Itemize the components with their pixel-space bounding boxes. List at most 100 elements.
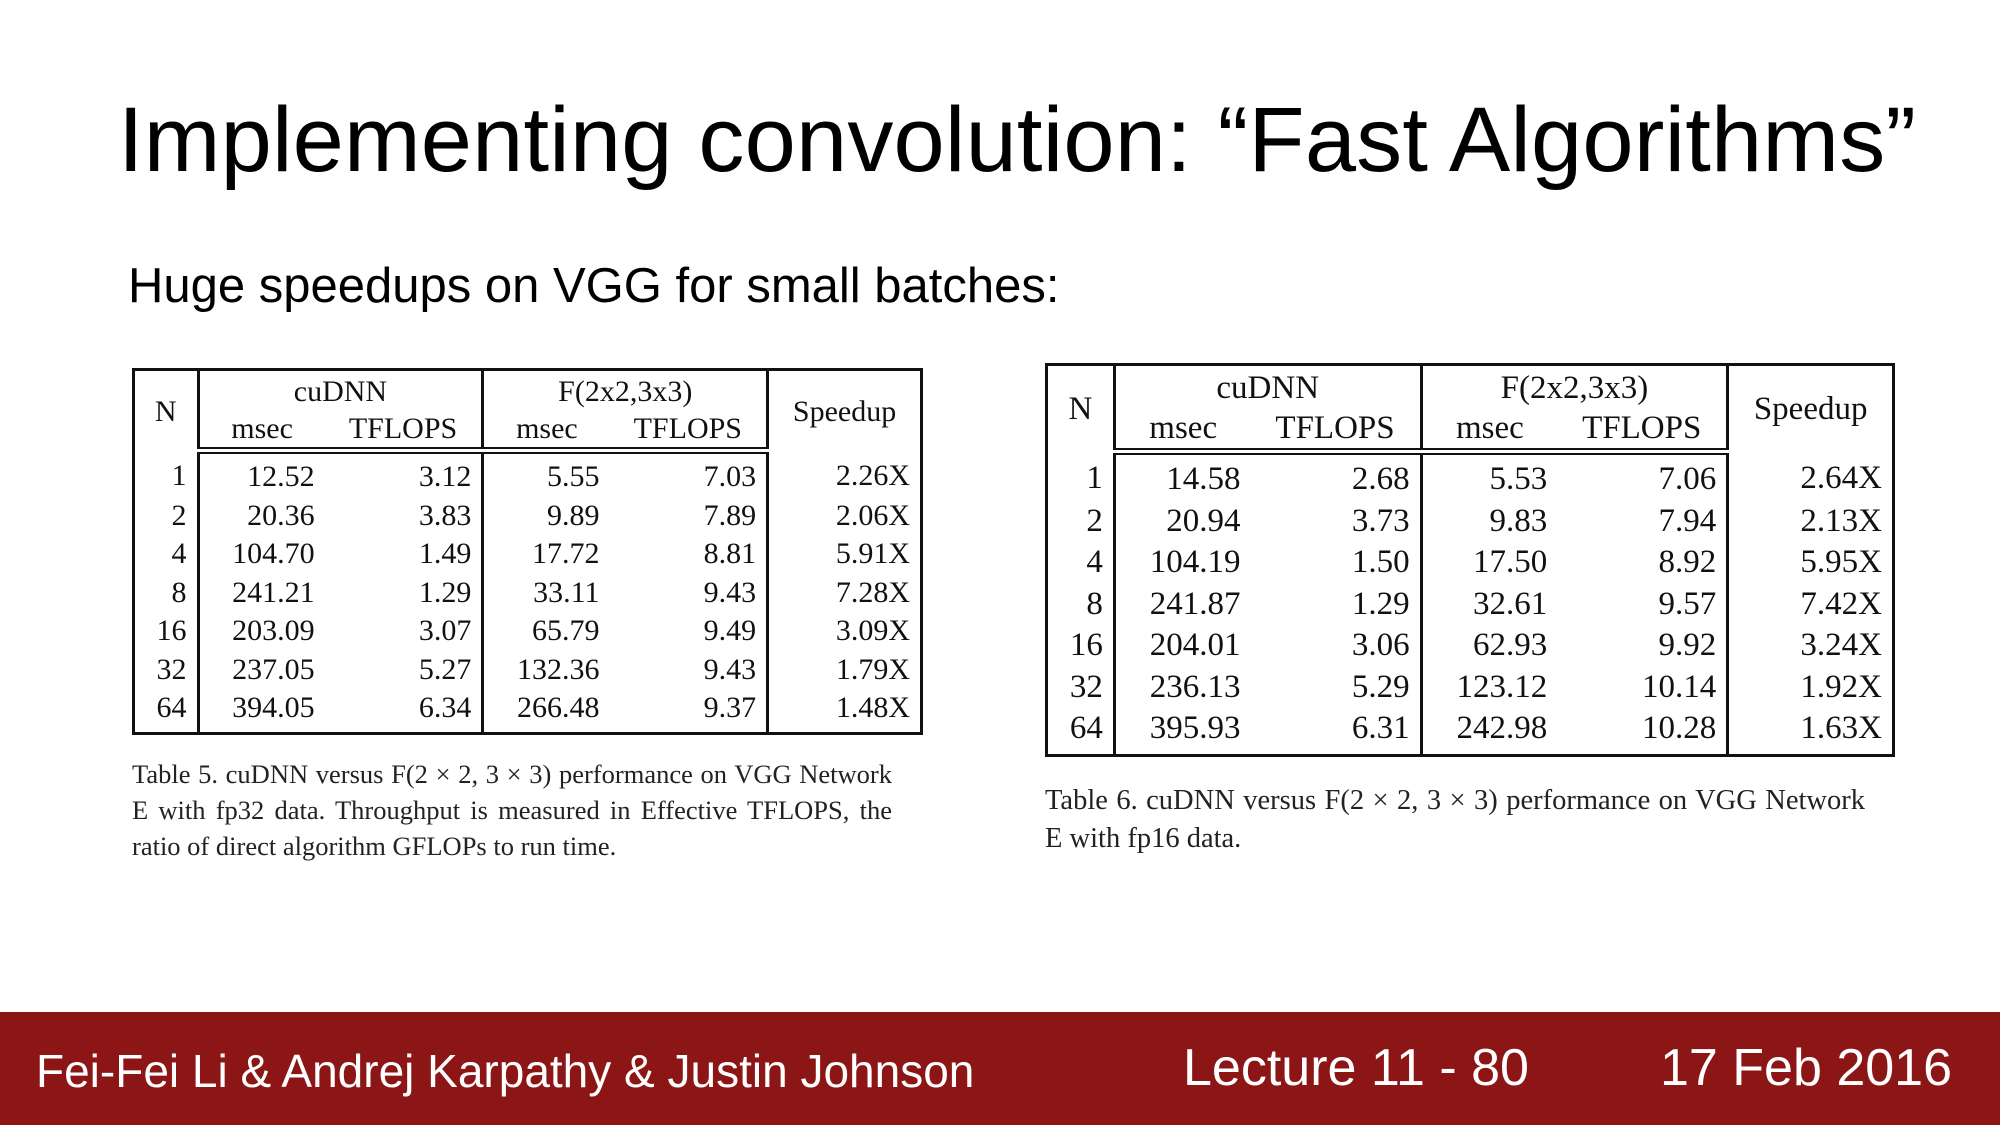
table-row: 1 12.52 3.12 5.55 7.03 2.26X — [134, 450, 922, 497]
table-5-body: 1 12.52 3.12 5.55 7.03 2.26X 2 20.36 3.83 9.89 7.8… — [134, 450, 922, 733]
table-5-container: N cuDNN F(2x2,3x3) Speedup msec TFLOPS m… — [132, 368, 923, 735]
cell-n: 32 — [1069, 668, 1103, 705]
cell-fast-tflops: 9.43 — [703, 575, 757, 609]
footer-date: 17 Feb 2016 — [1660, 1039, 1953, 1097]
table-row: 16 203.09 3.07 65.79 9.49 3.09X — [134, 612, 922, 651]
cell-cudnn-msec: 104.70 — [196, 535, 325, 574]
col-group-fast: F(2x2,3x3) — [481, 369, 768, 411]
cell-cudnn-tflops: 1.29 — [1351, 585, 1410, 622]
cell-cudnn-tflops: 6.31 — [1351, 710, 1410, 747]
col-header-speedup: Speedup — [766, 369, 922, 451]
cell-cudnn-tflops: 5.29 — [1351, 668, 1410, 705]
table-row: 64 394.05 6.34 266.48 9.37 1.48X — [134, 689, 922, 733]
footer-lecture: Lecture 11 - 80 — [1183, 1039, 1529, 1097]
cell-cudnn-msec: 241.87 — [1112, 583, 1251, 625]
col-header-n: N — [154, 394, 177, 428]
cell-cudnn-msec: 395.93 — [1112, 708, 1251, 755]
cell-fast-tflops: 9.57 — [1658, 585, 1717, 622]
cell-fast-tflops: 9.92 — [1658, 627, 1717, 664]
table-row: 8 241.87 1.29 32.61 9.57 7.42X — [1047, 583, 1894, 625]
cell-fast-msec: 33.11 — [481, 573, 610, 612]
cell-cudnn-tflops: 1.49 — [418, 537, 472, 571]
cell-speedup: 2.64X — [1726, 451, 1894, 501]
cell-n: 32 — [156, 652, 187, 686]
col-header-cudnn-tflops: TFLOPS — [1250, 408, 1422, 455]
cell-fast-msec: 242.98 — [1419, 708, 1558, 755]
table-row: 32 237.05 5.27 132.36 9.43 1.79X — [134, 650, 922, 689]
cell-cudnn-msec: 20.94 — [1112, 500, 1251, 542]
cell-speedup: 1.79X — [766, 650, 922, 689]
cell-cudnn-msec: 203.09 — [196, 612, 325, 651]
cell-cudnn-msec: 236.13 — [1112, 666, 1251, 708]
col-header-cudnn-msec: msec — [1112, 408, 1251, 455]
table-row: 1 14.58 2.68 5.53 7.06 2.64X — [1047, 451, 1894, 501]
cell-speedup: 1.48X — [766, 689, 922, 733]
cell-fast-tflops: 8.81 — [703, 537, 757, 571]
cell-speedup: 2.26X — [766, 450, 922, 497]
table-row: 2 20.36 3.83 9.89 7.89 2.06X — [134, 496, 922, 535]
col-header-fast-tflops: TFLOPS — [609, 411, 768, 454]
cell-n: 1 — [171, 458, 187, 492]
col-header-speedup: Speedup — [1726, 364, 1894, 452]
cell-fast-tflops: 7.94 — [1658, 502, 1717, 539]
table-5-caption: Table 5. cuDNN versus F(2 × 2, 3 × 3) pe… — [132, 759, 892, 861]
cell-n: 16 — [156, 614, 187, 648]
table-6-body: 1 14.58 2.68 5.53 7.06 2.64X 2 20.94 3.73 9.83 7.9… — [1047, 451, 1894, 755]
cell-n: 8 — [171, 575, 187, 609]
table-row: 16 204.01 3.06 62.93 9.92 3.24X — [1047, 625, 1894, 667]
cell-cudnn-tflops: 6.34 — [418, 691, 472, 725]
cell-cudnn-msec: 394.05 — [196, 689, 325, 733]
cell-fast-msec: 5.55 — [481, 450, 610, 497]
cell-fast-tflops: 10.14 — [1642, 668, 1717, 705]
cell-speedup: 2.06X — [766, 496, 922, 535]
table-row: 8 241.21 1.29 33.11 9.43 7.28X — [134, 573, 922, 612]
cell-cudnn-tflops: 5.27 — [418, 652, 472, 686]
table-row: 2 20.94 3.73 9.83 7.94 2.13X — [1047, 500, 1894, 542]
cell-cudnn-tflops: 3.12 — [418, 460, 472, 494]
cell-speedup: 7.28X — [766, 573, 922, 612]
cell-speedup: 1.63X — [1726, 708, 1894, 755]
cell-n: 2 — [1086, 502, 1103, 539]
cell-fast-msec: 123.12 — [1419, 666, 1558, 708]
cell-n: 64 — [1069, 710, 1103, 747]
cell-n: 64 — [156, 691, 187, 725]
cell-speedup: 3.24X — [1726, 625, 1894, 667]
col-header-cudnn-msec: msec — [196, 411, 325, 454]
cell-fast-msec: 62.93 — [1419, 625, 1558, 667]
cell-n: 4 — [171, 537, 187, 571]
cell-cudnn-tflops: 2.68 — [1351, 461, 1410, 498]
col-header-fast-msec: msec — [1419, 408, 1558, 455]
cell-cudnn-msec: 20.36 — [196, 496, 325, 535]
col-header-fast-tflops: TFLOPS — [1557, 408, 1728, 455]
cell-cudnn-tflops: 1.50 — [1351, 544, 1410, 581]
cell-n: 8 — [1086, 585, 1103, 622]
cell-speedup: 2.13X — [1726, 500, 1894, 542]
slide-title: Implementing convolution: “Fast Algorith… — [118, 89, 1917, 191]
table-6-caption: Table 6. cuDNN versus F(2 × 2, 3 × 3) pe… — [1045, 785, 1865, 854]
cell-speedup: 3.09X — [766, 612, 922, 651]
cell-fast-msec: 9.89 — [481, 496, 610, 535]
cell-n: 16 — [1069, 627, 1103, 664]
cell-n: 1 — [1086, 459, 1103, 496]
table-6-container: N cuDNN F(2x2,3x3) Speedup msec TFLOPS m… — [1045, 363, 1895, 757]
cell-fast-msec: 65.79 — [481, 612, 610, 651]
col-header-n: N — [1068, 391, 1093, 428]
col-group-cudnn: cuDNN — [196, 369, 483, 411]
cell-fast-tflops: 10.28 — [1642, 710, 1717, 747]
cell-fast-tflops: 9.49 — [703, 614, 757, 648]
cell-fast-tflops: 9.43 — [703, 652, 757, 686]
cell-n: 2 — [171, 498, 187, 532]
slide-subtitle: Huge speedups on VGG for small batches: — [128, 259, 1060, 313]
table-5: N cuDNN F(2x2,3x3) Speedup msec TFLOPS m… — [132, 368, 923, 735]
footer-bar: Fei-Fei Li & Andrej Karpathy & Justin Jo… — [0, 1012, 2000, 1125]
cell-fast-msec: 32.61 — [1419, 583, 1558, 625]
col-group-fast: F(2x2,3x3) — [1419, 364, 1728, 408]
cell-cudnn-tflops: 3.73 — [1351, 502, 1410, 539]
cell-cudnn-tflops: 3.83 — [418, 498, 472, 532]
cell-fast-tflops: 9.37 — [703, 691, 757, 725]
cell-fast-msec: 9.83 — [1419, 500, 1558, 542]
cell-fast-msec: 5.53 — [1419, 451, 1558, 501]
cell-cudnn-msec: 12.52 — [196, 450, 325, 497]
cell-fast-tflops: 7.89 — [703, 498, 757, 532]
cell-cudnn-msec: 14.58 — [1112, 451, 1251, 501]
